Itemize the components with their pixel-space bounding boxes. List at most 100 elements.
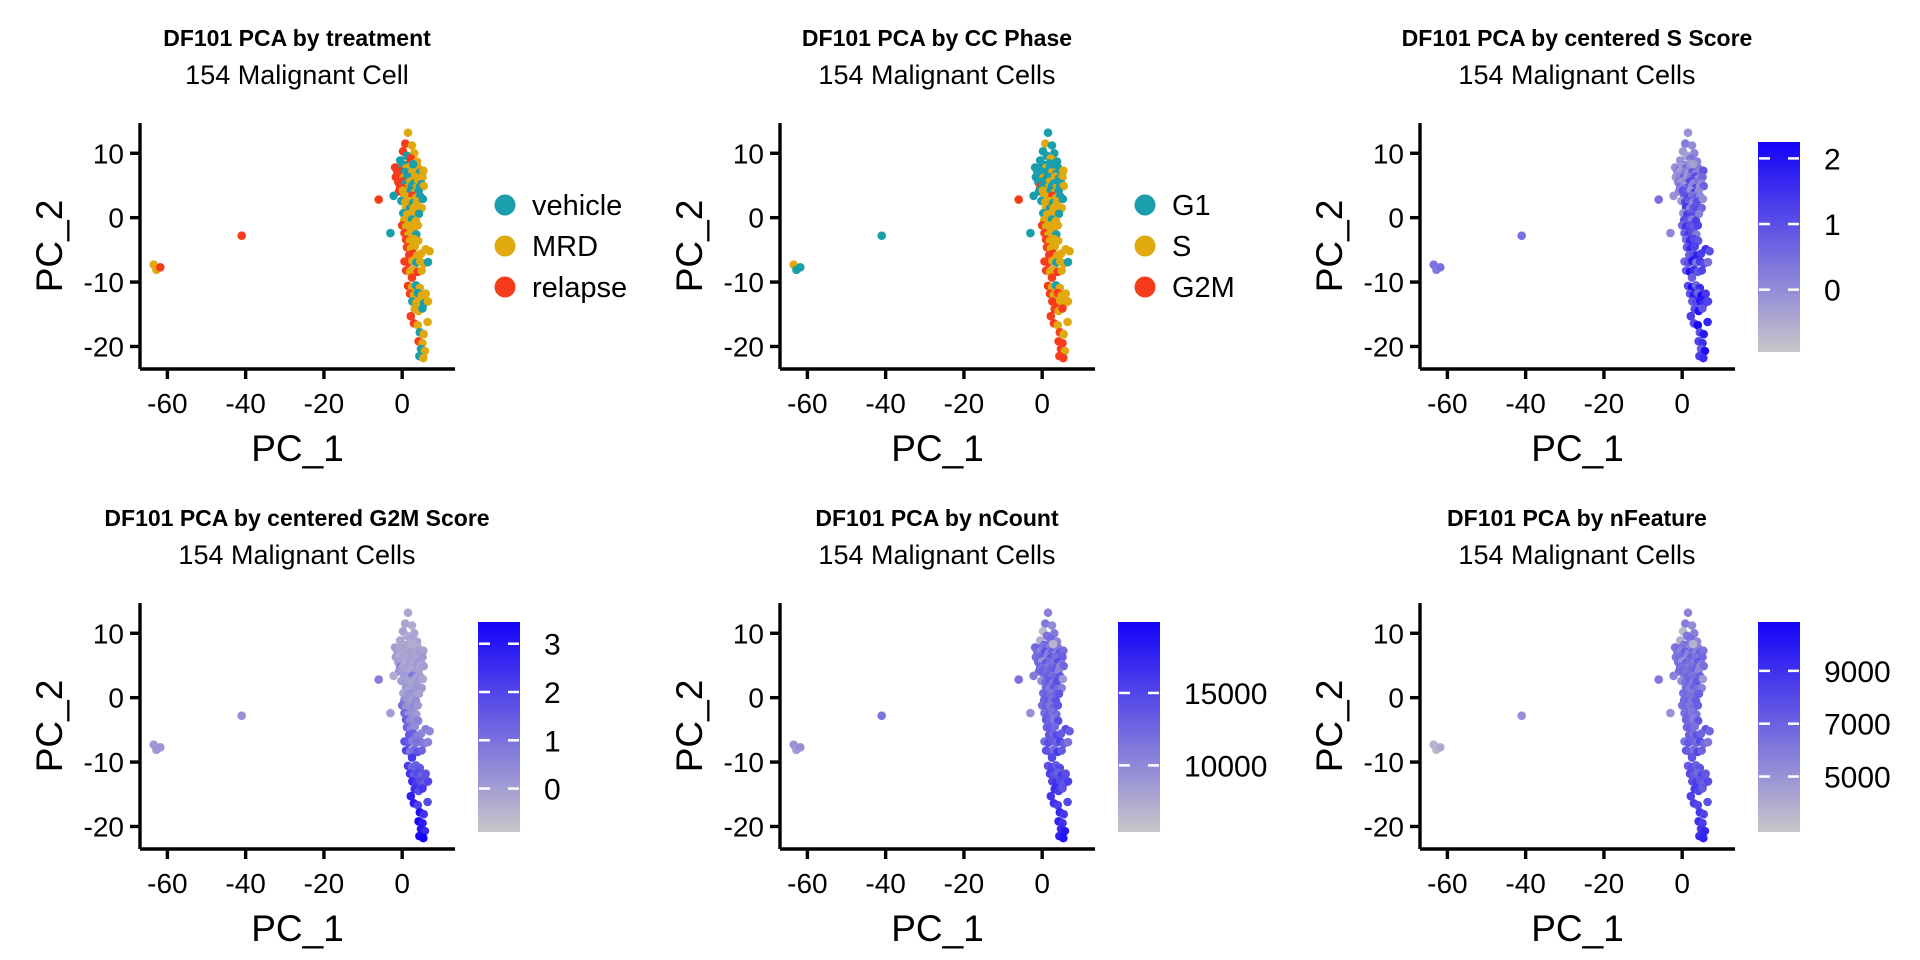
y-tick-label: -20 bbox=[84, 331, 124, 362]
scatter-points bbox=[789, 608, 1074, 843]
data-point bbox=[1056, 249, 1066, 258]
data-point bbox=[413, 320, 423, 330]
data-point bbox=[420, 826, 430, 836]
data-point bbox=[410, 242, 420, 251]
data-point bbox=[1063, 777, 1073, 786]
data-point bbox=[1059, 646, 1068, 655]
x-tick-label: 0 bbox=[1034, 388, 1050, 419]
data-point bbox=[389, 671, 398, 681]
data-point bbox=[1054, 689, 1064, 699]
panel-cc-phase-svg: DF101 PCA by CC Phase 154 Malignant Cell… bbox=[669, 25, 1235, 469]
colorbar-tick-label: 7000 bbox=[1824, 709, 1891, 742]
legend-key-dot bbox=[494, 276, 516, 298]
y-tick-label: 10 bbox=[1373, 138, 1404, 169]
panel-title: DF101 PCA by centered G2M Score bbox=[104, 505, 489, 531]
data-point bbox=[419, 353, 428, 363]
data-point bbox=[374, 675, 384, 684]
data-point bbox=[419, 166, 428, 175]
y-tick-label: 0 bbox=[108, 203, 124, 234]
data-point bbox=[423, 797, 432, 807]
colorbar-tick-label: 2 bbox=[1824, 143, 1841, 176]
colorbar-tick-label: 0 bbox=[544, 774, 561, 807]
data-point bbox=[1041, 619, 1050, 628]
panel-subtitle: 154 Malignant Cells bbox=[1458, 60, 1695, 90]
data-point bbox=[1687, 621, 1697, 630]
y-axis-title: PC_2 bbox=[29, 200, 70, 293]
data-point bbox=[1060, 346, 1070, 356]
x-axis-title: PC_1 bbox=[251, 908, 344, 949]
data-point bbox=[1698, 194, 1708, 204]
x-tick-label: 0 bbox=[1674, 868, 1690, 899]
data-point bbox=[1666, 708, 1675, 718]
colorbar-tick-label: 10000 bbox=[1184, 750, 1267, 783]
data-point bbox=[407, 621, 417, 630]
data-point bbox=[1705, 726, 1714, 736]
data-point bbox=[1683, 608, 1693, 617]
data-point bbox=[406, 311, 416, 321]
data-point bbox=[1681, 619, 1690, 628]
panel-title: DF101 PCA by nFeature bbox=[1447, 505, 1707, 531]
axes: -60 -40 -20 0 -20 -10 0 10 PC_1 PC_2 bbox=[1309, 123, 1735, 469]
scatter-points bbox=[1429, 128, 1714, 363]
panel-title: DF101 PCA by CC Phase bbox=[802, 25, 1072, 51]
data-point bbox=[1063, 257, 1073, 267]
data-point bbox=[419, 833, 428, 843]
data-point bbox=[1669, 671, 1678, 681]
colorbar-tick-label: 9000 bbox=[1824, 656, 1891, 689]
panel-subtitle: 154 Malignant Cells bbox=[818, 540, 1055, 570]
data-point bbox=[1058, 194, 1068, 204]
data-point bbox=[413, 800, 423, 810]
data-point bbox=[421, 769, 431, 778]
x-tick-label: -40 bbox=[1505, 868, 1545, 899]
y-axis-title: PC_2 bbox=[29, 680, 70, 773]
data-point bbox=[403, 128, 413, 137]
plot-area: -60 -40 -20 0 -20 -10 0 10 PC_1 PC_2 vehicle MRD rel… bbox=[29, 123, 627, 469]
plot-area: -60 -40 -20 0 -20 -10 0 10 PC_1 PC_2 0 1 2 bbox=[1309, 123, 1841, 469]
data-point bbox=[1060, 826, 1070, 836]
plot-area: -60 -40 -20 0 -20 -10 0 10 PC_1 PC_2 0 1 2 3 bbox=[29, 603, 561, 949]
x-tick-label: -40 bbox=[1505, 388, 1545, 419]
colorbar-legend: 10000 15000 bbox=[1118, 622, 1267, 832]
data-point bbox=[408, 159, 418, 169]
data-point bbox=[156, 263, 165, 272]
data-point bbox=[1681, 139, 1690, 148]
legend: vehicle MRD relapse bbox=[494, 190, 627, 304]
data-point bbox=[1058, 304, 1067, 313]
data-point bbox=[796, 743, 805, 752]
x-axis-title: PC_1 bbox=[891, 908, 984, 949]
y-tick-label: -10 bbox=[84, 747, 124, 778]
data-point bbox=[407, 141, 417, 150]
data-point bbox=[1697, 266, 1706, 275]
data-point bbox=[419, 329, 429, 339]
panel-s-score-svg: DF101 PCA by centered S Score 154 Malign… bbox=[1309, 25, 1841, 469]
data-point bbox=[237, 231, 246, 240]
x-tick-label: -60 bbox=[787, 868, 827, 899]
axes: -60 -40 -20 0 -20 -10 0 10 PC_1 PC_2 bbox=[669, 123, 1095, 469]
data-point bbox=[1058, 784, 1067, 793]
data-point bbox=[421, 289, 431, 299]
data-point bbox=[1666, 228, 1675, 238]
data-point bbox=[374, 195, 384, 204]
data-point bbox=[1687, 753, 1697, 762]
data-point bbox=[877, 711, 886, 720]
panel-ncount: DF101 PCA by nCount 154 Malignant Cells … bbox=[640, 480, 1280, 960]
colorbar-tick-label: 2 bbox=[544, 677, 561, 710]
data-point bbox=[1061, 769, 1070, 778]
data-point bbox=[423, 297, 433, 306]
x-tick-label: -20 bbox=[944, 868, 984, 899]
colorbar-tick-label: 5000 bbox=[1824, 762, 1891, 795]
x-axis-title: PC_1 bbox=[251, 428, 344, 469]
data-point bbox=[1686, 311, 1696, 321]
x-tick-label: -40 bbox=[865, 868, 905, 899]
data-point bbox=[1047, 141, 1057, 150]
data-point bbox=[1701, 769, 1710, 778]
data-point bbox=[417, 266, 427, 275]
data-point bbox=[1053, 221, 1063, 230]
panel-g2m-score: DF101 PCA by centered G2M Score 154 Mali… bbox=[0, 480, 640, 960]
panel-s-score: DF101 PCA by centered S Score 154 Malign… bbox=[1280, 0, 1920, 480]
colorbar-tick-label: 15000 bbox=[1184, 678, 1267, 711]
data-point bbox=[1059, 809, 1068, 819]
data-point bbox=[1700, 346, 1710, 356]
legend-key-label: vehicle bbox=[532, 190, 622, 222]
